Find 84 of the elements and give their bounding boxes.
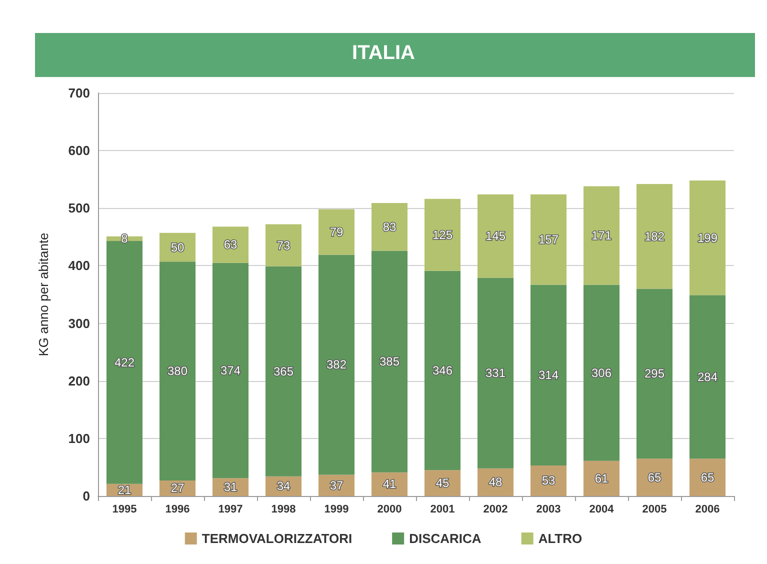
y-tick-label: 100 — [68, 430, 90, 446]
y-tick-label: 200 — [68, 373, 90, 388]
data-label: 45 — [436, 476, 450, 490]
legend-label: DISCARICA — [409, 531, 482, 546]
x-tick-label: 2002 — [483, 504, 508, 516]
bar — [318, 209, 355, 255]
bar — [371, 250, 408, 472]
x-tick-label: 2004 — [589, 504, 615, 516]
data-label: 199 — [697, 230, 718, 245]
data-label: 385 — [379, 354, 400, 369]
data-label: 374 — [220, 363, 241, 378]
data-label: 34 — [276, 479, 290, 494]
bar — [636, 458, 673, 496]
x-tick-label: 2005 — [642, 504, 667, 516]
data-label: 79 — [330, 225, 344, 240]
x-tick-label: 1997 — [218, 504, 243, 516]
data-label: 37 — [330, 478, 344, 492]
data-label: 65 — [700, 470, 714, 484]
x-tick-label: 2003 — [536, 504, 561, 516]
data-label: 125 — [432, 228, 453, 242]
bar — [689, 295, 726, 459]
x-tick-label: 2001 — [430, 504, 455, 516]
y-tick-label: 500 — [68, 200, 90, 216]
bar — [424, 198, 461, 271]
bar — [212, 262, 249, 478]
data-label: 31 — [224, 480, 238, 494]
y-tick-label: 700 — [68, 86, 90, 100]
x-tick-label: 2006 — [695, 504, 720, 516]
data-label: 61 — [594, 471, 608, 486]
x-tick-label: 1996 — [165, 504, 190, 516]
bar — [212, 226, 249, 263]
data-label: 73 — [276, 238, 290, 252]
bar — [477, 278, 514, 468]
data-label: 145 — [485, 229, 506, 244]
data-label: 306 — [591, 366, 612, 380]
bar — [265, 266, 302, 476]
data-label: 65 — [648, 470, 662, 484]
x-tick-label: 1998 — [271, 504, 296, 516]
bar — [689, 180, 726, 296]
bar — [583, 460, 620, 496]
data-label: 295 — [644, 366, 665, 381]
bar — [689, 458, 726, 496]
data-label: 53 — [542, 474, 556, 488]
bar — [477, 194, 514, 278]
y-tick-label: 600 — [68, 143, 90, 158]
data-label: 346 — [432, 363, 453, 378]
bar — [371, 202, 408, 251]
data-label: 284 — [697, 370, 718, 384]
x-tick-label: 2000 — [377, 504, 402, 516]
data-label: 314 — [538, 368, 559, 382]
data-label: 380 — [167, 364, 188, 378]
y-tick-label: 400 — [68, 258, 90, 274]
legend-label: TERMOVALORIZZATORI — [202, 531, 352, 546]
data-label: 48 — [488, 475, 502, 490]
data-label: 331 — [485, 366, 506, 380]
bar — [636, 288, 673, 459]
bar — [583, 186, 620, 285]
bar — [636, 184, 673, 289]
data-label: 157 — [538, 232, 559, 247]
bar — [583, 284, 620, 461]
data-label: 182 — [644, 229, 665, 244]
data-label: 21 — [118, 482, 132, 497]
bar — [530, 284, 567, 466]
data-label: 27 — [170, 481, 184, 496]
data-label: 63 — [224, 238, 238, 252]
data-label: 365 — [273, 364, 294, 378]
y-axis-title: KG anno per abitante — [36, 232, 51, 356]
bar — [424, 270, 461, 470]
y-tick-label: 300 — [68, 316, 90, 331]
y-tick-label: 0 — [82, 488, 90, 504]
bar — [265, 224, 302, 266]
bar — [159, 262, 196, 480]
chart-title: ITALIA — [352, 42, 415, 64]
bar — [318, 254, 355, 475]
data-label: 41 — [382, 477, 396, 492]
data-label: 83 — [382, 220, 396, 234]
data-label: 50 — [170, 240, 184, 254]
data-label: 382 — [326, 358, 347, 372]
data-label: 422 — [114, 355, 135, 370]
x-tick-label: 1995 — [112, 504, 137, 516]
legend-label: ALTRO — [538, 531, 582, 546]
x-tick-label: 1999 — [324, 504, 349, 516]
bar — [530, 194, 567, 285]
data-label: 171 — [591, 228, 612, 242]
